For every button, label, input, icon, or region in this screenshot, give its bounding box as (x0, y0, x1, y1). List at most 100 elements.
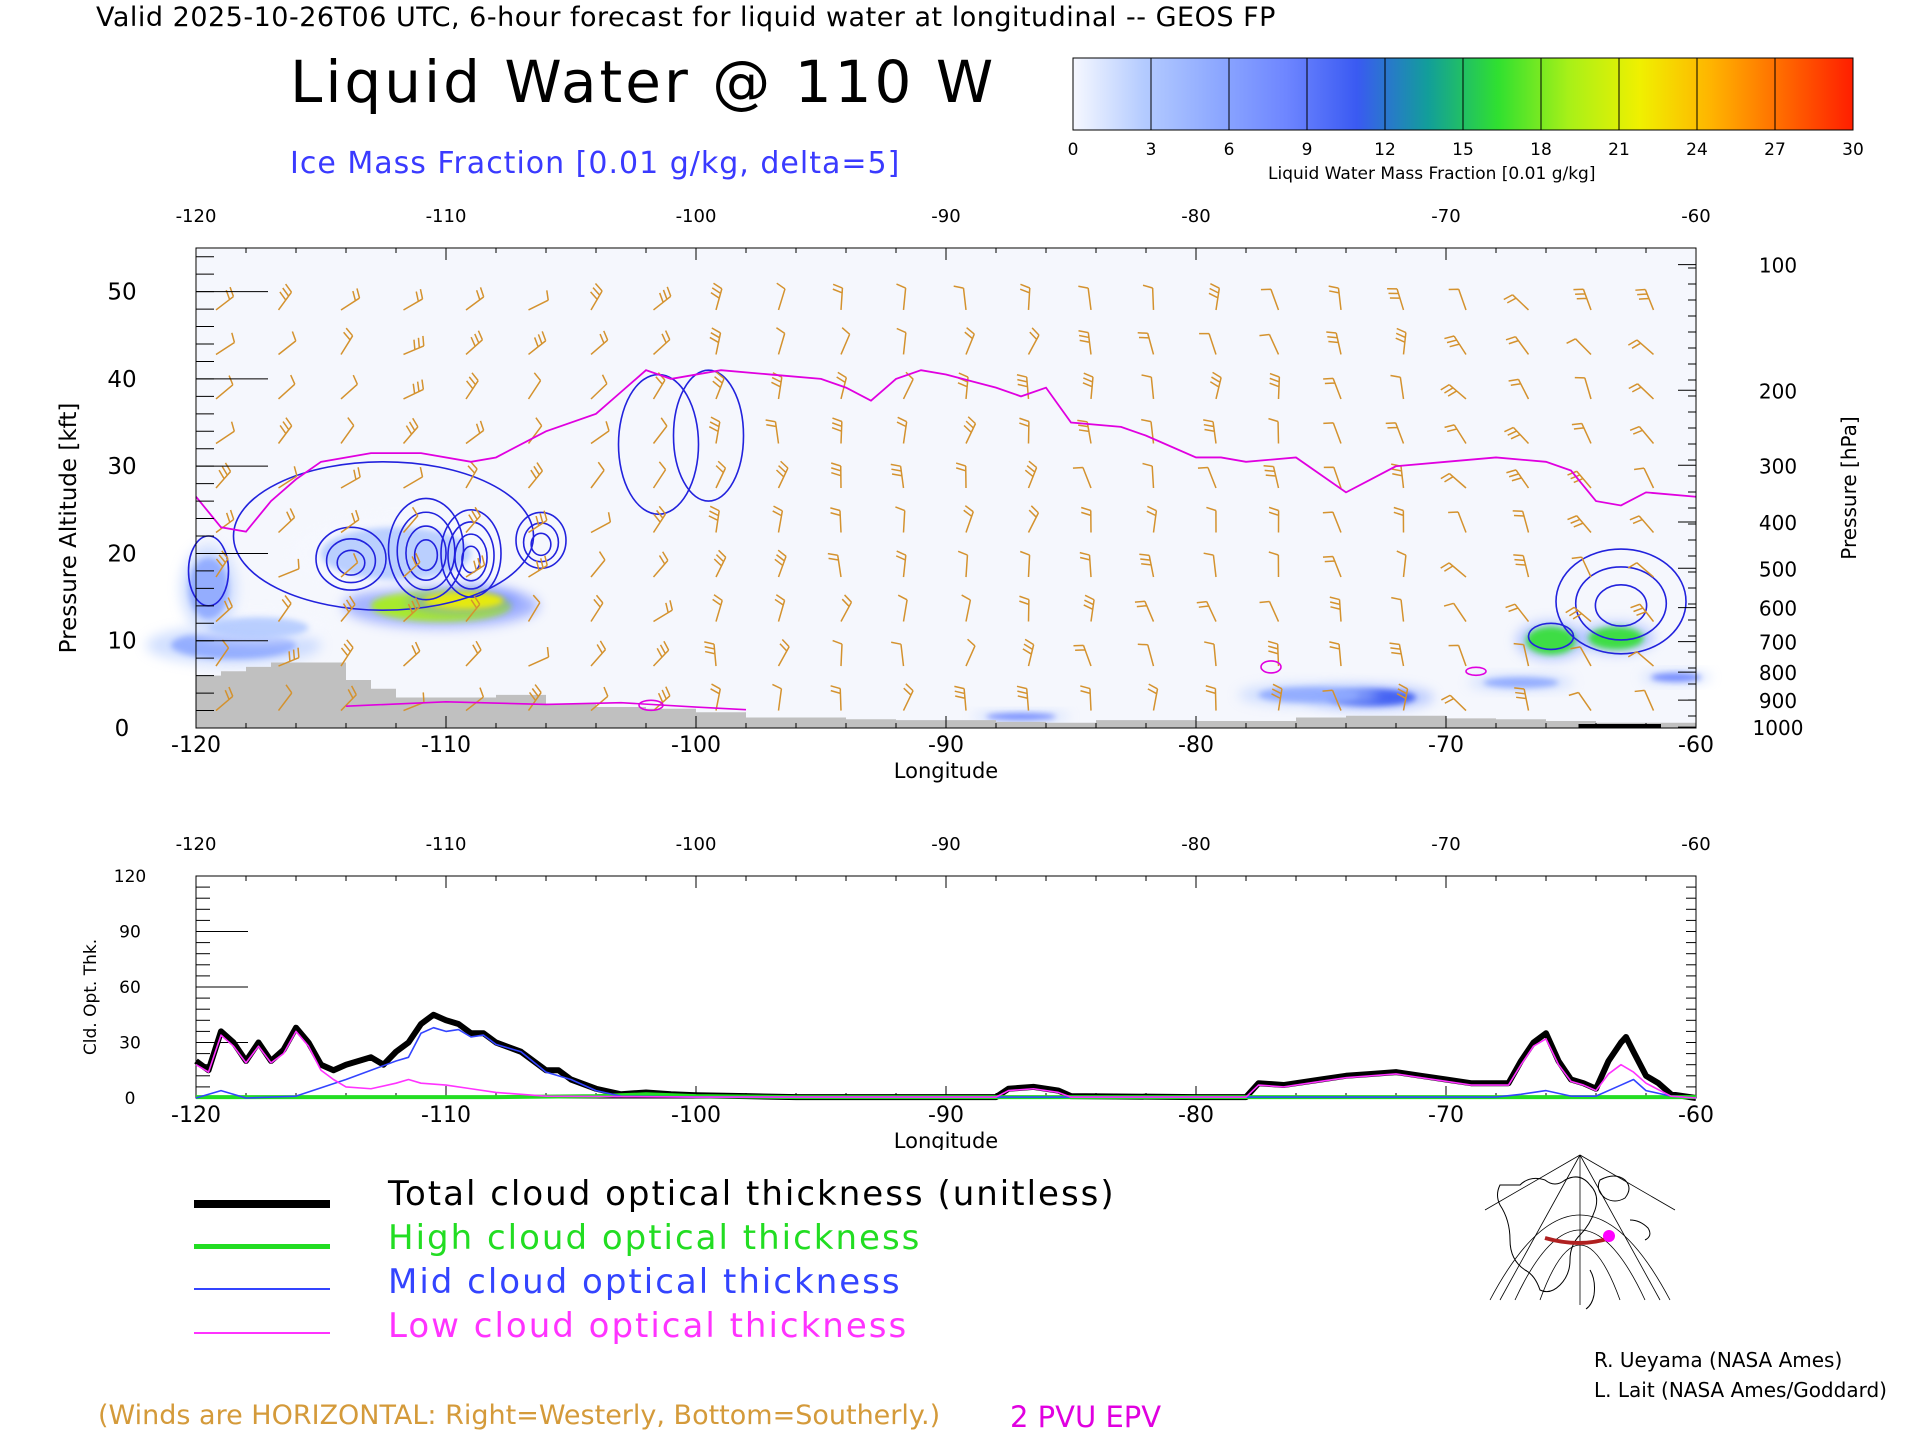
x-tick-label: -110 (421, 1103, 471, 1128)
y-tick-label: 10 (107, 629, 136, 655)
ice-contour (1555, 548, 1687, 655)
ice-contour (1574, 566, 1668, 641)
wind-barb (340, 685, 357, 712)
wind-barb (590, 512, 612, 534)
wind-barb (896, 327, 907, 355)
series-line (195, 1030, 1697, 1099)
wind-barb (777, 638, 790, 667)
wind-barb (830, 507, 842, 533)
wind-barb (465, 420, 485, 445)
ice-contours (187, 369, 1687, 655)
liquid-water-blob (423, 591, 504, 610)
wind-barb (1444, 335, 1467, 355)
wind-barb (1079, 551, 1092, 578)
wind-barb (277, 417, 293, 444)
y-tick-label: 60 (119, 978, 141, 998)
wind-barb (715, 460, 727, 489)
wind-barb (1204, 641, 1217, 667)
wind-barb (1016, 685, 1030, 711)
wind-barb (957, 550, 969, 578)
wind-barb (957, 372, 969, 400)
wind-barb (1082, 372, 1094, 400)
x-tick-label-top: -100 (676, 834, 717, 855)
liquid-water-field (146, 516, 1711, 722)
legend-label: Low cloud optical thickness (388, 1306, 909, 1346)
x-tick-label: -100 (671, 1103, 721, 1128)
x-tick-label-top: -60 (1681, 834, 1710, 855)
wind-barb (402, 417, 419, 444)
wind-barb (215, 639, 230, 667)
colorbar-tick-label: 24 (1686, 140, 1708, 160)
epv-contour (1260, 660, 1282, 674)
wind-barb (1391, 596, 1405, 622)
wind-barb (277, 595, 292, 622)
wind-barb (836, 371, 848, 400)
wind-barb (402, 552, 421, 578)
colorbar-tick-label: 21 (1608, 140, 1630, 160)
x-tick-label-top: -90 (931, 206, 960, 227)
legend-swatch (194, 1200, 330, 1208)
wind-barb (465, 640, 482, 667)
pressure-axis-label: Pressure [hPa] (1837, 416, 1861, 559)
x-tick-label: -120 (171, 1103, 221, 1128)
wind-barb (774, 594, 786, 622)
wind-barb (1137, 332, 1155, 355)
wind-barb (653, 600, 674, 623)
wind-barb (1072, 466, 1092, 489)
wind-barb (1568, 691, 1592, 711)
wind-barb (772, 683, 783, 711)
x-tick-label-top: -80 (1181, 834, 1210, 855)
wind-barb (1387, 287, 1405, 311)
wind-barb (1329, 596, 1342, 622)
liquid-water-blob (1526, 626, 1576, 655)
wind-barb (402, 597, 421, 623)
wind-barb (713, 549, 727, 578)
pressure-tick-label: 200 (1759, 379, 1797, 403)
x-tick-label-top: -70 (1431, 206, 1460, 227)
wind-barb (890, 463, 905, 489)
wind-barb (340, 553, 359, 578)
wind-barb (1505, 336, 1530, 355)
winds-note: (Winds are HORIZONTAL: Right=Westerly, B… (98, 1400, 941, 1431)
wind-barb (775, 460, 789, 489)
colorbar (1072, 57, 1854, 131)
wind-barb (278, 558, 300, 578)
pressure-tick-label: 100 (1759, 254, 1797, 278)
y-tick-label: 40 (107, 367, 136, 393)
wind-barb (215, 550, 229, 578)
x-tick-label: -90 (928, 1103, 964, 1128)
colorbar-tick-label: 6 (1223, 140, 1235, 160)
wind-barb (1083, 594, 1095, 622)
wind-barb (1571, 556, 1592, 578)
wind-barb (840, 327, 851, 355)
colorbar-tick-label: 3 (1145, 140, 1157, 160)
wind-barb (1323, 466, 1342, 489)
wind-barb (652, 505, 667, 533)
wind-barb (1514, 687, 1530, 711)
legend-swatch (194, 1288, 330, 1290)
wind-barb (590, 551, 606, 578)
x-tick-label: -70 (1428, 1103, 1464, 1128)
x-tick-label: -70 (1428, 733, 1464, 758)
terrain (196, 662, 1696, 728)
wind-barb (1323, 422, 1342, 444)
wind-barb (954, 685, 967, 711)
y-tick-label: 30 (107, 454, 136, 480)
epv-2pvu-line (195, 369, 1697, 533)
wind-barb (965, 638, 976, 667)
pressure-tick-label: 900 (1759, 689, 1797, 713)
wind-barb (277, 684, 293, 711)
wind-barb (528, 510, 548, 534)
wind-barb (1260, 288, 1280, 311)
wind-barb (1440, 562, 1467, 578)
wind-barb (528, 331, 547, 356)
wind-barb (403, 466, 424, 489)
x-axis-label: Longitude (894, 1129, 998, 1150)
y-tick-label: 90 (119, 923, 141, 943)
wind-barb (590, 640, 607, 667)
wind-barb (1440, 472, 1467, 489)
wind-barb (897, 594, 908, 622)
wind-barb (1208, 283, 1221, 311)
x-tick-label: -100 (671, 733, 721, 758)
wind-barb (712, 594, 723, 622)
